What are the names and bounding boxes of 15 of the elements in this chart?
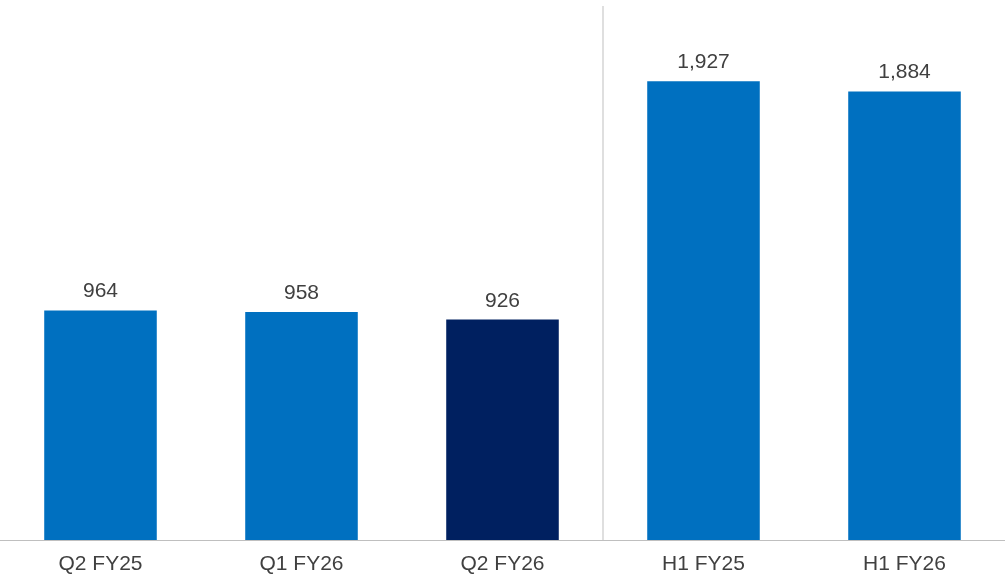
data-label: 1,884 — [878, 59, 932, 83]
bar — [647, 81, 760, 540]
x-tick-label: H1 FY26 — [863, 551, 946, 574]
x-tick-label: Q2 FY25 — [58, 551, 143, 574]
x-tick-label: H1 FY25 — [662, 551, 745, 574]
data-label: 958 — [283, 279, 320, 303]
data-label: 964 — [82, 278, 119, 302]
bar — [44, 310, 157, 540]
x-tick-label: Q1 FY26 — [259, 551, 344, 574]
bar — [848, 91, 961, 540]
data-label: 1,927 — [677, 49, 730, 73]
x-tick-label: Q2 FY26 — [460, 551, 545, 574]
data-label: 926 — [484, 287, 521, 311]
bar — [245, 311, 358, 540]
bar — [446, 319, 559, 540]
